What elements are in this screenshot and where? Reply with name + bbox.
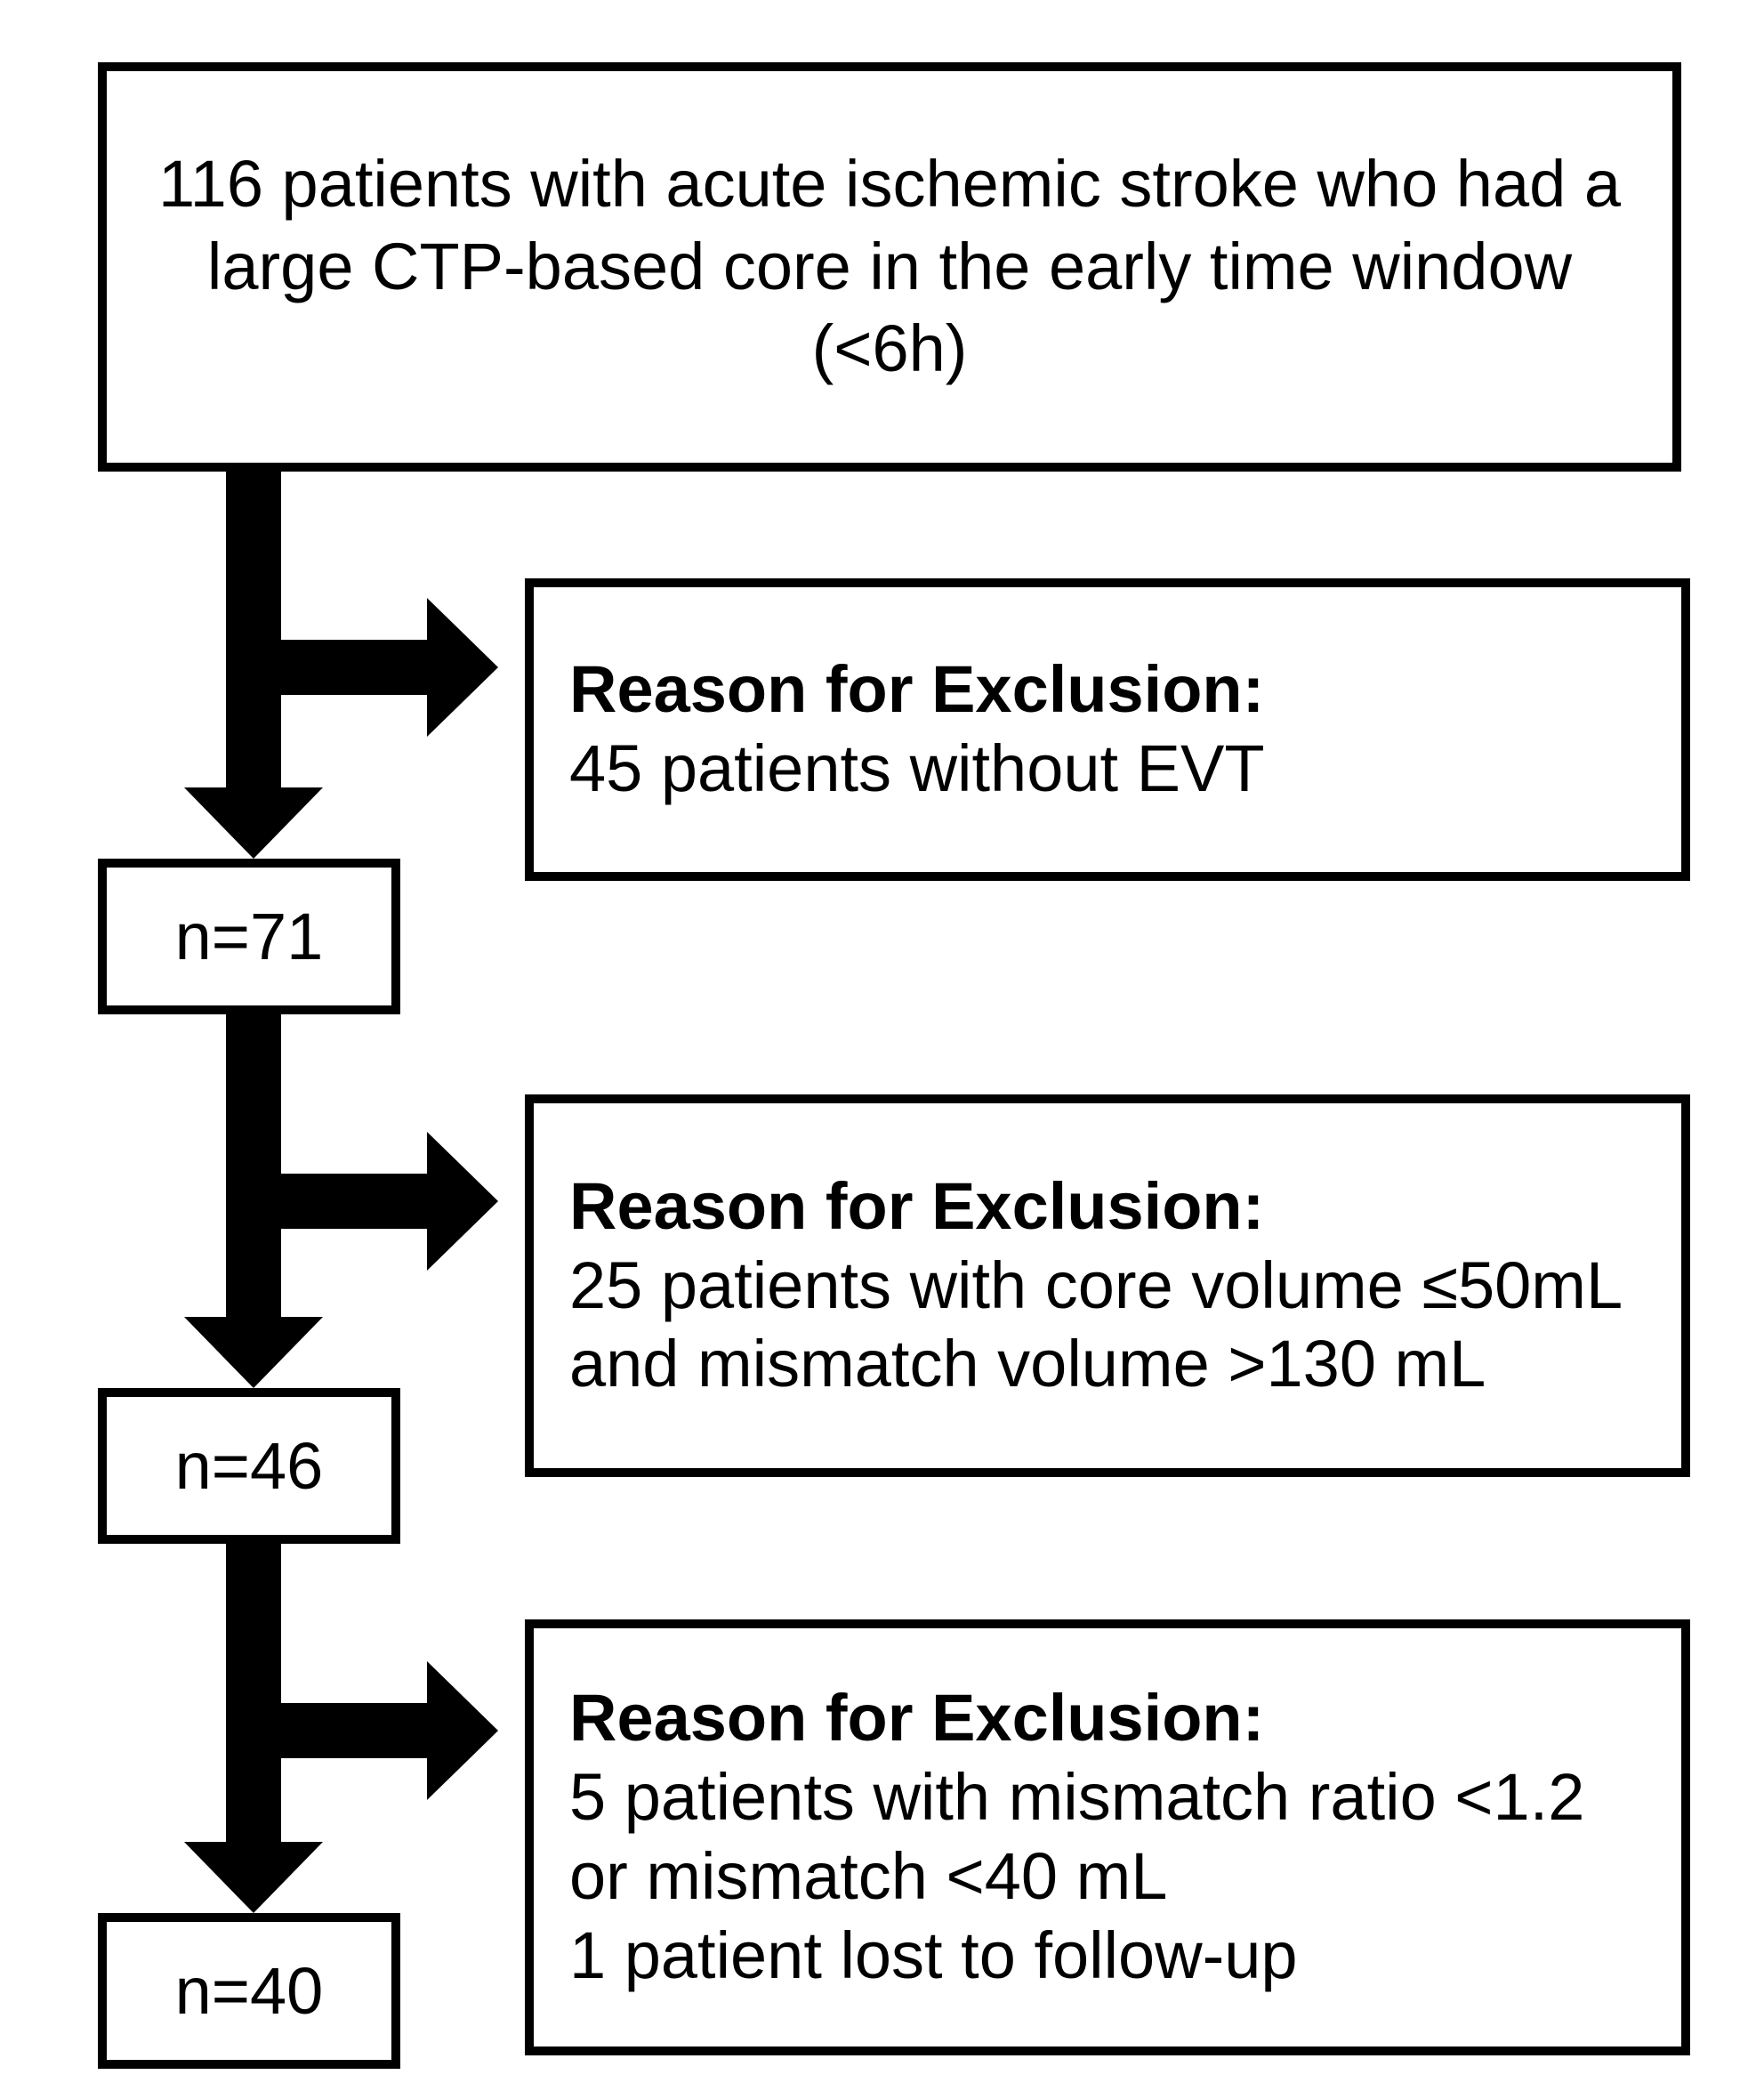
count-box-1: n=71 <box>98 859 400 1014</box>
reason-2-title: Reason for Exclusion: <box>569 1167 1264 1247</box>
start-box: 116 patients with acute ischemic stroke … <box>98 62 1681 472</box>
reason-1-body: 45 patients without EVT <box>569 730 1265 809</box>
reason-3-body-2: 1 patient lost to follow-up <box>569 1917 1298 1996</box>
reason-2-body: 25 patients with core volume ≤50mL and m… <box>569 1247 1646 1405</box>
start-text: 116 patients with acute ischemic stroke … <box>142 143 1637 391</box>
flowchart-canvas: 116 patients with acute ischemic stroke … <box>0 0 1764 2099</box>
reason-3-body-1: 5 patients with mismatch ratio <1.2 or m… <box>569 1758 1646 1917</box>
count-box-3: n=40 <box>98 1913 400 2069</box>
count-2-text: n=46 <box>175 1428 324 1504</box>
reason-box-3: Reason for Exclusion: 5 patients with mi… <box>525 1619 1690 2055</box>
reason-3-title: Reason for Exclusion: <box>569 1679 1264 1758</box>
reason-1-title: Reason for Exclusion: <box>569 650 1264 730</box>
count-3-text: n=40 <box>175 1953 324 2029</box>
count-1-text: n=71 <box>175 899 324 974</box>
reason-box-2: Reason for Exclusion: 25 patients with c… <box>525 1094 1690 1477</box>
reason-box-1: Reason for Exclusion: 45 patients withou… <box>525 578 1690 881</box>
count-box-2: n=46 <box>98 1388 400 1544</box>
